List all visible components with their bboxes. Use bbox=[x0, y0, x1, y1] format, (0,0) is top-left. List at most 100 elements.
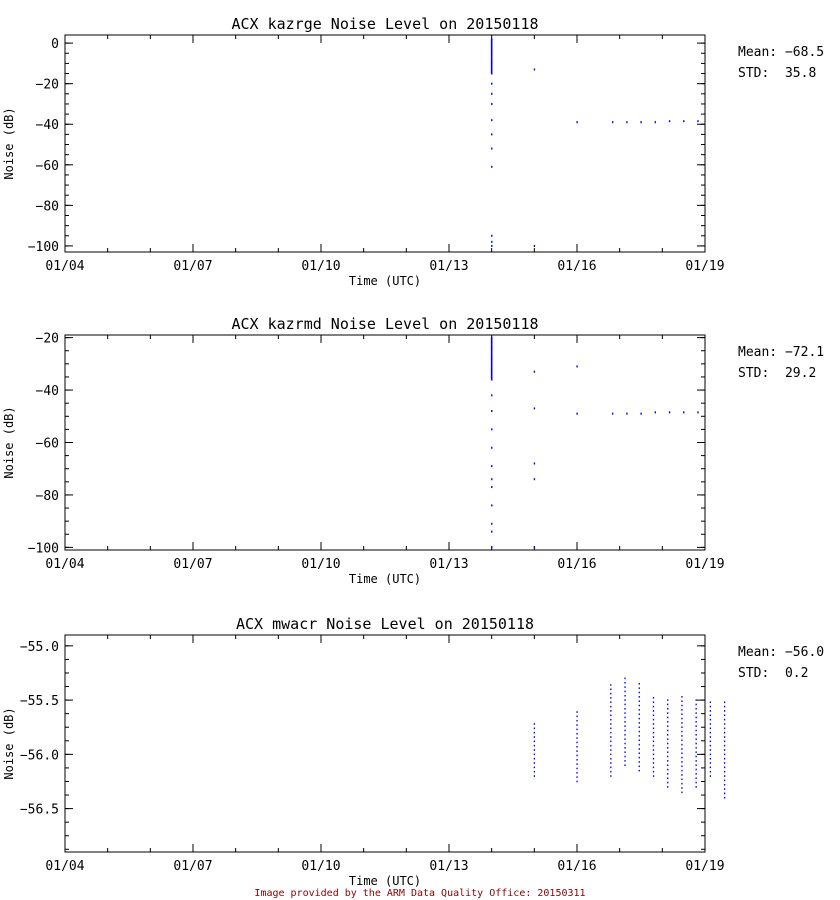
data-point bbox=[697, 411, 699, 414]
data-point bbox=[533, 478, 536, 481]
data-point bbox=[681, 748, 683, 750]
data-point bbox=[624, 694, 626, 697]
data-point bbox=[652, 701, 655, 704]
data-point bbox=[610, 757, 612, 760]
data-point bbox=[533, 770, 536, 773]
data-point bbox=[667, 699, 669, 701]
data-point bbox=[638, 735, 640, 737]
mean-stat: Mean: −72.1 bbox=[738, 345, 824, 360]
data-point bbox=[652, 757, 655, 760]
data-point bbox=[667, 729, 669, 732]
y-tick-label: −56.5 bbox=[20, 803, 59, 818]
data-point bbox=[610, 762, 612, 764]
data-point bbox=[624, 686, 626, 688]
data-point bbox=[533, 244, 536, 247]
data-point bbox=[681, 730, 683, 733]
data-point bbox=[652, 775, 655, 777]
chart-title: ACX kazrmd Noise Level on 20150118 bbox=[231, 315, 538, 333]
std-stat: STD: 35.8 bbox=[738, 66, 816, 81]
data-point bbox=[667, 707, 669, 710]
data-point bbox=[576, 776, 578, 778]
data-point bbox=[695, 699, 697, 701]
data-point bbox=[638, 691, 640, 694]
data-point bbox=[709, 762, 712, 764]
data-point bbox=[723, 736, 726, 738]
data-point bbox=[610, 749, 612, 751]
data-point bbox=[681, 722, 683, 724]
data-point bbox=[695, 729, 697, 732]
data-point bbox=[683, 411, 685, 414]
data-point bbox=[695, 777, 697, 780]
data-point bbox=[709, 710, 712, 712]
data-point bbox=[695, 781, 697, 784]
data-point bbox=[624, 699, 626, 701]
data-point bbox=[667, 751, 669, 753]
plot-frame bbox=[64, 334, 706, 551]
data-point bbox=[723, 723, 726, 725]
data-point bbox=[681, 778, 683, 781]
data-point bbox=[695, 747, 697, 749]
data-point bbox=[723, 710, 726, 712]
data-point bbox=[491, 119, 493, 122]
data-point bbox=[695, 755, 697, 758]
data-point bbox=[533, 757, 536, 760]
data-point bbox=[624, 716, 626, 719]
data-point bbox=[491, 133, 493, 136]
y-axis-label: Noise (dB) bbox=[2, 707, 16, 779]
panel-2: ACX kazrmd Noise Level on 20150118 01/04 0… bbox=[2, 315, 824, 586]
data-point bbox=[681, 704, 683, 707]
data-point bbox=[533, 731, 536, 734]
data-point bbox=[723, 775, 726, 777]
data-point bbox=[681, 739, 683, 742]
data-point bbox=[610, 770, 612, 773]
data-point bbox=[491, 82, 493, 85]
data-point bbox=[667, 747, 669, 749]
x-tick-label: 01/07 bbox=[173, 557, 212, 572]
data-point bbox=[723, 796, 726, 799]
data-point bbox=[610, 705, 612, 708]
data-point bbox=[667, 716, 669, 719]
data-point bbox=[576, 741, 578, 744]
data-point bbox=[638, 769, 640, 772]
data-point bbox=[576, 719, 578, 722]
data-point bbox=[533, 727, 536, 730]
data-point bbox=[638, 752, 640, 755]
data-point bbox=[491, 522, 493, 525]
x-tick-label: 01/19 bbox=[685, 859, 724, 874]
data-point bbox=[576, 737, 578, 739]
x-tick-label: 01/19 bbox=[685, 259, 724, 274]
data-point bbox=[491, 92, 493, 95]
data-point bbox=[624, 742, 626, 745]
y-tick-label: −80 bbox=[36, 489, 59, 504]
data-point bbox=[624, 721, 626, 723]
data-point bbox=[667, 786, 669, 788]
data-point bbox=[640, 412, 642, 415]
data-point bbox=[491, 478, 493, 481]
data-point bbox=[491, 446, 493, 449]
data-point bbox=[576, 763, 578, 765]
data-point bbox=[533, 749, 536, 751]
data-point bbox=[654, 411, 657, 414]
data-point bbox=[695, 707, 697, 710]
data-point bbox=[667, 721, 669, 723]
data-point bbox=[681, 717, 683, 720]
data-point bbox=[681, 726, 683, 729]
data-point bbox=[652, 697, 655, 699]
data-point bbox=[576, 121, 578, 124]
data-point bbox=[681, 787, 683, 789]
data-point bbox=[683, 120, 685, 123]
data-point bbox=[640, 121, 642, 124]
data-point bbox=[652, 723, 655, 725]
data-point bbox=[638, 739, 640, 742]
y-tick-label: −20 bbox=[36, 78, 59, 93]
data-point bbox=[611, 121, 614, 124]
data-point bbox=[709, 705, 712, 708]
data-point bbox=[638, 726, 640, 729]
data-point bbox=[638, 761, 640, 763]
data-point bbox=[638, 748, 640, 750]
data-point bbox=[491, 234, 493, 237]
data-point bbox=[491, 530, 493, 533]
data-point bbox=[681, 774, 683, 776]
data-point bbox=[667, 768, 669, 771]
data-points bbox=[533, 677, 726, 799]
